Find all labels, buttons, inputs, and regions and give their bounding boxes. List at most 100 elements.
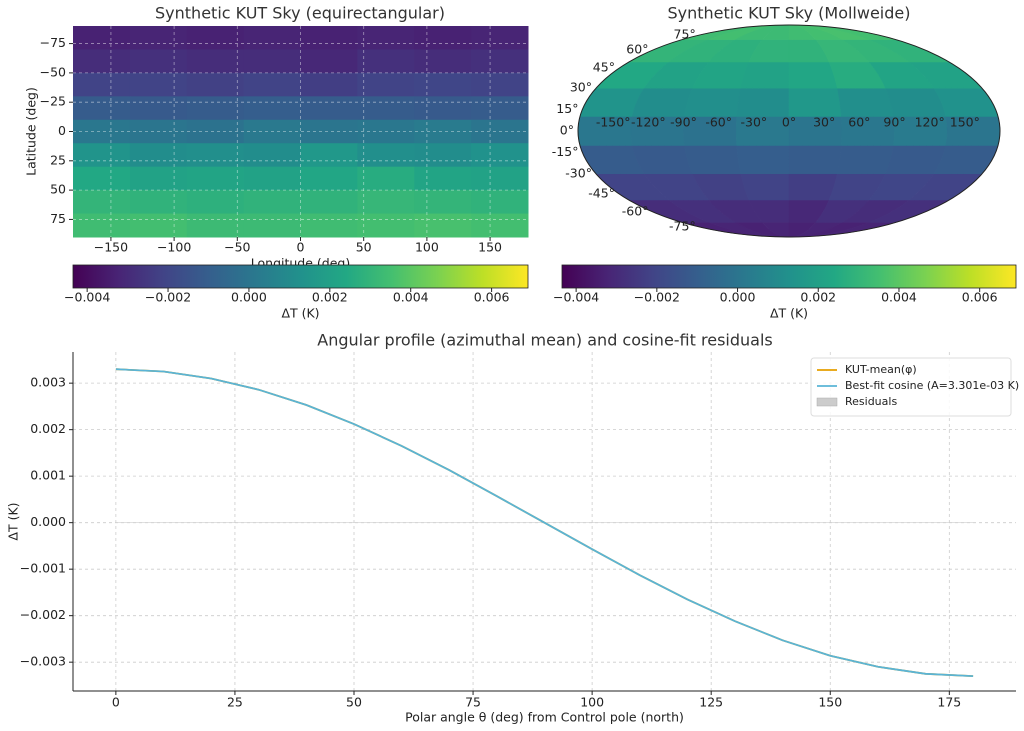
chart-title: Synthetic KUT Sky (Mollweide) (667, 4, 910, 23)
x-tick-label: -90° (670, 115, 697, 130)
x-tick-label: 0 (297, 240, 305, 255)
heatmap-cell (471, 190, 529, 215)
heatmap-cell (300, 143, 358, 168)
heatmap-cell (243, 143, 301, 168)
x-tick-label: 150° (950, 115, 980, 130)
heatmap-cell (300, 72, 358, 97)
heatmap-cell (73, 119, 131, 144)
x-tick-label: 50 (356, 240, 372, 255)
heatmap-cell (129, 72, 188, 97)
heatmap-cell (129, 143, 188, 168)
heatmap-cell (129, 96, 188, 121)
heatmap-cell (186, 213, 245, 238)
y-tick-label: −0.003 (20, 654, 66, 669)
heatmap-cell (788, 61, 838, 89)
y-tick-label: -15° (552, 144, 579, 159)
heatmap-cell (73, 143, 131, 168)
x-tick-label: 175 (937, 695, 961, 710)
x-tick-label: −150 (94, 240, 128, 255)
x-tick-label: 25 (227, 695, 243, 710)
heatmap-cell (471, 166, 529, 191)
colorbar (561, 264, 1017, 289)
x-tick-label: 100 (415, 240, 439, 255)
y-tick-label: 25 (50, 152, 66, 167)
heatmap-cell (471, 213, 529, 238)
y-tick-label: -60° (622, 203, 649, 218)
y-tick-label: -75° (669, 219, 696, 234)
heatmap-cell (300, 213, 358, 238)
y-tick-label: 0 (58, 123, 66, 138)
colorbar-tick-label: −0.004 (553, 290, 599, 305)
heatmap-cell (243, 26, 301, 50)
heatmap-cell (186, 190, 245, 215)
heatmap-cell (186, 96, 245, 121)
y-tick-label: 0.002 (30, 421, 66, 436)
x-tick-label: 90° (883, 115, 905, 130)
heatmap-cell (300, 119, 358, 144)
x-tick-label: 75 (465, 695, 481, 710)
y-tick-label: −25 (40, 94, 66, 109)
heatmap-cell (471, 72, 529, 97)
heatmap-cell (73, 49, 131, 74)
heatmap-cell (357, 143, 415, 168)
colorbar-tick-label: −0.004 (64, 290, 110, 305)
y-tick-label: 50 (50, 182, 66, 197)
heatmap-cell (357, 49, 415, 74)
x-tick-label: 50 (346, 695, 362, 710)
x-tick-label: −100 (157, 240, 191, 255)
legend-label: KUT-mean(φ) (845, 363, 917, 376)
y-tick-label: 15° (556, 101, 578, 116)
legend-label: Residuals (845, 395, 897, 408)
heatmap-cell (736, 145, 790, 175)
heatmap-cell (73, 166, 131, 191)
heatmap-cell (243, 96, 301, 121)
heatmap-cell (471, 143, 529, 168)
heatmap-cell (471, 26, 529, 50)
heatmap-cell (414, 96, 472, 121)
x-tick-label: 150 (818, 695, 842, 710)
heatmap-cell (243, 166, 301, 191)
heatmap-cell (788, 87, 842, 117)
colorbar-tick-label: 0.006 (962, 290, 998, 305)
heatmap-cell (300, 26, 358, 50)
x-tick-label: 0 (112, 695, 120, 710)
x-tick-label: 60° (848, 115, 870, 130)
heatmap-cell (186, 166, 245, 191)
colorbar-tick-label: 0.000 (720, 290, 756, 305)
heatmap-cell (684, 145, 742, 175)
colorbar-tick-label: 0.006 (474, 290, 510, 305)
heatmap-cell (836, 145, 894, 175)
map-outline (577, 24, 1001, 238)
heatmap-cell (129, 26, 188, 50)
heatmap-cell (300, 49, 358, 74)
y-tick-label: -30° (565, 165, 592, 180)
heatmap-cell (129, 190, 188, 215)
colorbar-label: ΔT (K) (770, 306, 808, 321)
x-tick-label: -120° (631, 115, 666, 130)
heatmap-cell (414, 190, 472, 215)
heatmap-cell (73, 72, 131, 97)
x-tick-label: -150° (596, 115, 631, 130)
heatmap-cell (300, 166, 358, 191)
y-tick-label: 30° (570, 80, 592, 95)
heatmap-cell (357, 26, 415, 50)
colorbar-tick-label: 0.004 (881, 290, 917, 305)
legend-label: Best-fit cosine (A=3.301e-03 K) (845, 379, 1019, 392)
heatmap-cell (740, 61, 790, 89)
y-tick-label: −75 (40, 35, 66, 50)
heatmap-cell (73, 190, 131, 215)
heatmap-cell (414, 49, 472, 74)
y-tick-label: 0° (560, 123, 574, 138)
chart-title: Angular profile (azimuthal mean) and cos… (317, 331, 772, 350)
y-tick-label: 0.000 (30, 514, 66, 529)
heatmap-cell (129, 213, 188, 238)
heatmap-cell (740, 173, 790, 201)
legend-frame (810, 357, 1012, 417)
colorbar-tick-label: −0.002 (634, 290, 680, 305)
colorbar (72, 264, 529, 289)
y-tick-label: 60° (626, 42, 648, 57)
x-tick-label: 120° (915, 115, 945, 130)
y-axis-label: Latitude (deg) (24, 87, 39, 176)
y-tick-label: −0.002 (20, 607, 66, 622)
heatmap-cell (300, 190, 358, 215)
